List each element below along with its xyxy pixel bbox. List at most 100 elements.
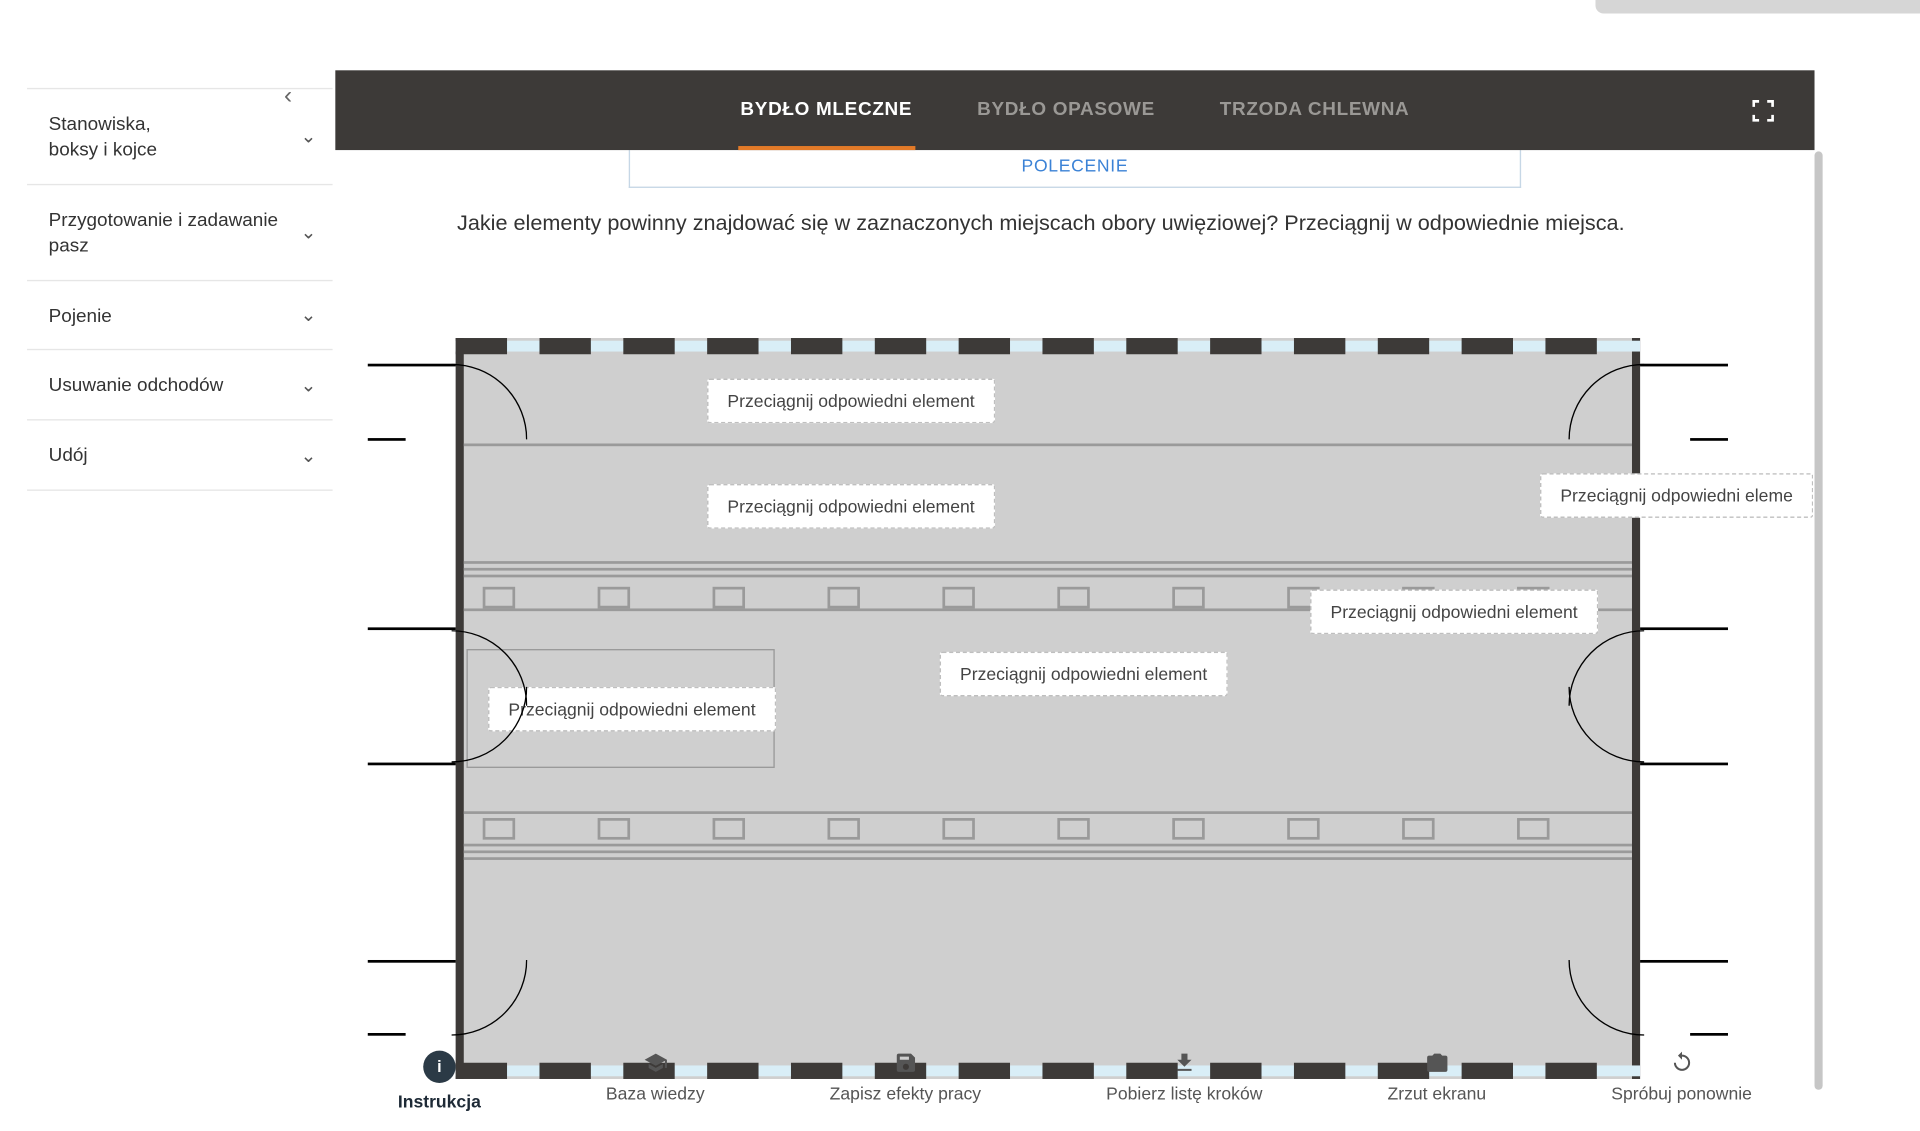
- wall-dash: [1294, 338, 1345, 354]
- ext-wall: [1640, 627, 1728, 630]
- drop-target-4[interactable]: Przeciągnij odpowiedni element: [488, 687, 776, 732]
- info-icon: i: [423, 1051, 455, 1083]
- stall-box: [942, 818, 974, 840]
- ext-wall: [1640, 364, 1728, 367]
- action-label: Zapisz efekty pracy: [830, 1083, 981, 1103]
- download-icon: [1172, 1051, 1196, 1075]
- tab-2[interactable]: TRZODA CHLEWNA: [1217, 70, 1412, 150]
- content-frame: BYDŁO MLECZNE BYDŁO OPASOWE TRZODA CHLEWNA…: [335, 70, 1814, 1110]
- question-text: Jakie elementy powinny znajdować się w z…: [457, 212, 1815, 236]
- interior-line: [464, 443, 1632, 446]
- interior-line: [464, 568, 1632, 571]
- stall-row: [483, 818, 1613, 842]
- wall-dash: [1462, 338, 1513, 354]
- action-download[interactable]: Pobierz listę kroków: [1106, 1051, 1262, 1112]
- wall-dash: [1126, 338, 1177, 354]
- wall-dash: [623, 338, 674, 354]
- diagram-area: Przeciągnij odpowiedni element Przeciągni…: [368, 330, 1728, 1083]
- interior-line: [464, 857, 1632, 860]
- drop-target-1[interactable]: Przeciągnij odpowiedni element: [707, 484, 995, 529]
- stall-box: [483, 587, 515, 609]
- wall-top: [456, 338, 1640, 354]
- ext-wall: [1690, 1033, 1728, 1036]
- wall-dash: [1042, 338, 1093, 354]
- wall-dash: [539, 338, 590, 354]
- grad-cap-icon: [643, 1051, 667, 1075]
- action-save[interactable]: Zapisz efekty pracy: [830, 1051, 981, 1112]
- scrollbar[interactable]: [1815, 151, 1823, 1089]
- drop-target-0[interactable]: Przeciągnij odpowiedni element: [707, 379, 995, 424]
- ext-wall: [368, 763, 456, 766]
- chevron-down-icon: ⌄: [301, 124, 317, 150]
- refresh-icon: [1669, 1051, 1693, 1075]
- action-label: Baza wiedzy: [606, 1083, 705, 1103]
- sidebar-item-label: Usuwanie odchodów: [49, 374, 224, 396]
- wall-dash: [1210, 338, 1261, 354]
- stall-box: [598, 818, 630, 840]
- chevron-down-icon: ⌄: [301, 302, 317, 328]
- sidebar: ‹ Stanowiska, boksy i kojce⌄Przygotowani…: [27, 88, 333, 491]
- stall-box: [713, 818, 745, 840]
- drop-target-5[interactable]: Przeciągnij odpowiedni eleme: [1540, 473, 1813, 518]
- stall-box: [1172, 587, 1204, 609]
- interior-line: [464, 850, 1632, 853]
- action-grad-cap[interactable]: Baza wiedzy: [606, 1051, 705, 1112]
- action-label: Zrzut ekranu: [1388, 1083, 1487, 1103]
- save-icon: [893, 1051, 917, 1075]
- interior-line: [464, 811, 1632, 814]
- wall-dash: [1545, 338, 1596, 354]
- scroll-thumb[interactable]: [1815, 151, 1823, 1089]
- sidebar-item-2[interactable]: Pojenie ⌄: [27, 281, 333, 351]
- action-bar: i Instrukcja Baza wiedzy Zapisz efekty prac…: [335, 1051, 1814, 1112]
- action-label: Instrukcja: [398, 1091, 481, 1111]
- stall-box: [1402, 818, 1434, 840]
- ext-wall: [1690, 438, 1728, 441]
- ext-wall: [368, 960, 456, 963]
- ext-wall: [368, 438, 406, 441]
- wall-dash: [707, 338, 758, 354]
- chevron-down-icon: ⌄: [301, 443, 317, 469]
- ext-wall: [1640, 960, 1728, 963]
- camera-icon: [1425, 1051, 1449, 1075]
- chevron-down-icon: ⌄: [301, 219, 317, 245]
- stall-box: [1057, 587, 1089, 609]
- wall-dash: [959, 338, 1010, 354]
- tab-1[interactable]: BYDŁO OPASOWE: [974, 70, 1157, 150]
- drop-target-2[interactable]: Przeciągnij odpowiedni element: [1310, 590, 1598, 635]
- sidebar-item-3[interactable]: Usuwanie odchodów⌄: [27, 351, 333, 421]
- stall-box: [483, 818, 515, 840]
- sidebar-item-4[interactable]: Udój ⌄: [27, 421, 333, 491]
- stall-box: [827, 587, 859, 609]
- stall-box: [713, 587, 745, 609]
- wall-dash: [875, 338, 926, 354]
- sidebar-item-label: Stanowiska, boksy i kojce: [49, 112, 157, 159]
- wall-dash: [456, 338, 507, 354]
- stall-box: [942, 587, 974, 609]
- stall-box: [1287, 818, 1319, 840]
- interior-line: [464, 575, 1632, 578]
- instruction-banner: POLECENIE: [629, 150, 1521, 188]
- barn-building: Przeciągnij odpowiedni element Przeciągni…: [456, 338, 1640, 1079]
- fullscreen-icon[interactable]: [1752, 100, 1774, 122]
- ext-wall: [368, 364, 456, 367]
- header-stub: [1595, 0, 1920, 14]
- sidebar-item-0[interactable]: Stanowiska, boksy i kojce ⌄: [27, 88, 333, 185]
- action-info[interactable]: i Instrukcja: [398, 1051, 481, 1112]
- ext-wall: [1640, 763, 1728, 766]
- wall-dash: [1378, 338, 1429, 354]
- action-label: Spróbuj ponownie: [1611, 1083, 1752, 1103]
- sidebar-item-label: Pojenie: [49, 304, 112, 326]
- stall-box: [1057, 818, 1089, 840]
- drop-target-3[interactable]: Przeciągnij odpowiedni element: [940, 652, 1228, 697]
- stall-box: [598, 587, 630, 609]
- interior-line: [464, 561, 1632, 564]
- ext-wall: [368, 1033, 406, 1036]
- sidebar-item-label: Udój: [49, 444, 88, 466]
- action-refresh[interactable]: Spróbuj ponownie: [1611, 1051, 1752, 1112]
- tab-0[interactable]: BYDŁO MLECZNE: [738, 70, 915, 150]
- sidebar-item-1[interactable]: Przygotowanie i zadawanie pasz⌄: [27, 185, 333, 281]
- action-camera[interactable]: Zrzut ekranu: [1388, 1051, 1487, 1112]
- content-header: BYDŁO MLECZNE BYDŁO OPASOWE TRZODA CHLEWNA: [335, 70, 1814, 150]
- stall-box: [827, 818, 859, 840]
- stall-box: [1517, 818, 1549, 840]
